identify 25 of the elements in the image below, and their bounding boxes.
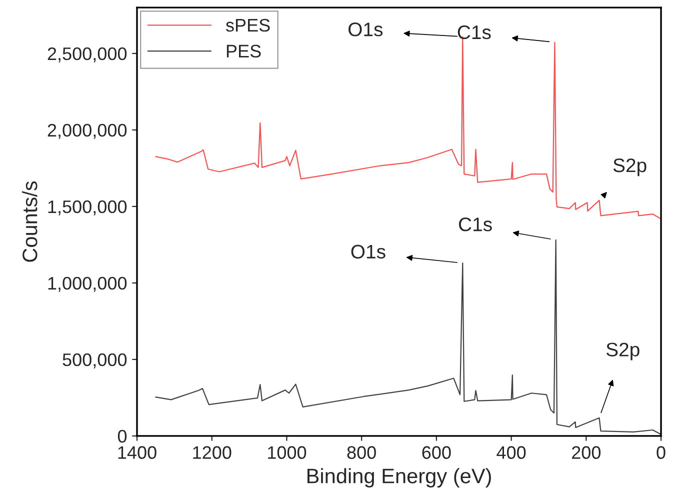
annotation: S2p [606, 342, 640, 360]
x-tick-label: 600 [422, 446, 451, 459]
x-tick-label: 800 [347, 446, 376, 459]
x-tick-label: 200 [572, 446, 601, 459]
x-tick-label: 0 [656, 446, 666, 459]
y-tick-label: 2,500,000 [48, 47, 127, 62]
annotation: S2p [613, 158, 646, 176]
y-axis-title: Counts/s [22, 181, 38, 262]
y-tick-label: 1,000,000 [48, 276, 127, 292]
y-tick-label: 1,500,000 [48, 200, 127, 216]
x-tick-label: 1400 [118, 446, 156, 459]
x-tick-label: 1000 [268, 446, 306, 459]
annotation: O1s [348, 22, 383, 36]
legend-label: PES [226, 44, 261, 58]
y-tick-label: 0 [118, 430, 127, 443]
y-tick-label: 2,000,000 [48, 124, 127, 139]
x-tick-label: 1200 [193, 446, 232, 459]
line-series [155, 239, 662, 435]
annotation: O1s [351, 244, 386, 259]
x-axis-title: Binding Energy (eV) [308, 468, 491, 488]
annotation: C1s [458, 218, 492, 232]
y-tick-label: 500,000 [62, 353, 127, 368]
x-tick-label: 400 [496, 446, 526, 459]
legend-label: sPES [226, 18, 270, 32]
annotation: C1s [458, 25, 491, 40]
